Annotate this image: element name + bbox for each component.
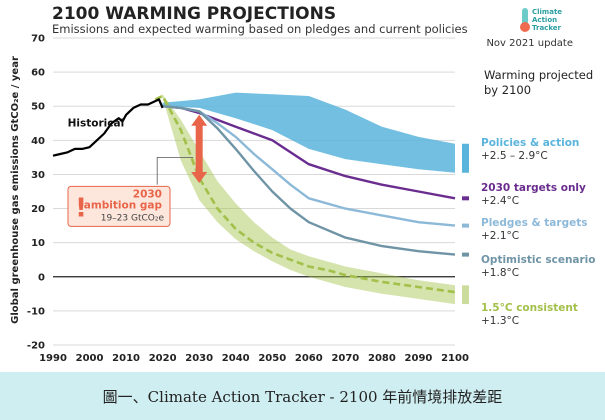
figure-caption: 圖一、Climate Action Tracker - 2100 年前情境排放差… bbox=[102, 387, 503, 406]
legend-range-3: +1.8°C bbox=[481, 267, 519, 279]
legend-name-0: Policies & action bbox=[481, 137, 579, 149]
y-tick-label: -20 bbox=[27, 341, 45, 352]
x-tick-label: 2000 bbox=[76, 353, 104, 364]
warming-header-line-1: Warming projected bbox=[484, 68, 593, 82]
x-tick-label: 2090 bbox=[405, 353, 433, 364]
warming-header-line-2: by 2100 bbox=[484, 83, 531, 97]
y-tick-label: 60 bbox=[31, 68, 45, 79]
gap-callout-line bbox=[156, 156, 194, 185]
series-line-4 bbox=[154, 94, 456, 294]
series-line-3 bbox=[162, 105, 456, 256]
y-tick-label: 20 bbox=[31, 204, 45, 215]
marker-series-2 bbox=[462, 223, 469, 228]
x-tick-label: 2070 bbox=[331, 353, 359, 364]
legend-name-4: 1.5°C consistent bbox=[481, 302, 578, 314]
legend-range-2: +2.1°C bbox=[481, 230, 519, 242]
scenario-bands bbox=[155, 92, 456, 305]
band-series-4 bbox=[155, 94, 456, 305]
logo-line-1: Climate bbox=[532, 8, 562, 16]
y-tick-label: 50 bbox=[31, 102, 45, 113]
x-tick-label: 2100 bbox=[441, 353, 469, 364]
y-tick-label: -10 bbox=[27, 306, 45, 317]
historical-line bbox=[52, 98, 164, 157]
gap-arrow-head-up bbox=[191, 114, 208, 126]
marker-series-3 bbox=[462, 252, 469, 257]
exclamation-icon: ! bbox=[75, 193, 87, 223]
legend-range-1: +2.4°C bbox=[481, 195, 519, 207]
legend-range-4: +1.3°C bbox=[481, 315, 519, 327]
x-tick-labels: 1990 2000 2010 2020 2030 2040 2050 2060 2070 2080… bbox=[39, 353, 469, 364]
logo-line-2: Action bbox=[532, 16, 557, 24]
chart-title: 2100 WARMING PROJECTIONS bbox=[52, 4, 336, 24]
marker-policies bbox=[462, 143, 469, 173]
series-line-1 bbox=[162, 105, 456, 200]
x-tick-label: 2040 bbox=[222, 353, 250, 364]
x-tick-label: 2060 bbox=[295, 353, 323, 364]
legend-name-3: Optimistic scenario bbox=[481, 254, 596, 266]
y-tick-label: 0 bbox=[38, 272, 45, 283]
x-tick-label: 2020 bbox=[149, 353, 177, 364]
y-axis-label: Global greenhouse gas emissions GtCO₂e /… bbox=[10, 56, 21, 324]
x-tick-label: 2010 bbox=[112, 353, 140, 364]
y-tick-label: 10 bbox=[31, 238, 45, 249]
warming-projections-chart: 2100 WARMING PROJECTIONS Emissions and e… bbox=[10, 4, 596, 364]
marker-series-1 bbox=[462, 196, 469, 201]
gap-range: 19–23 GtCO₂e bbox=[101, 213, 165, 223]
gap-title: ambition gap bbox=[84, 199, 163, 211]
logo-line-3: Tracker bbox=[532, 24, 562, 32]
y-tick-label: 30 bbox=[31, 170, 45, 181]
historical-label: Historical bbox=[68, 118, 125, 130]
caption-bar: 圖一、Climate Action Tracker - 2100 年前情境排放差… bbox=[0, 372, 605, 420]
y-tick-label: 40 bbox=[31, 136, 45, 147]
logo: Climate Action Tracker bbox=[520, 8, 562, 32]
scenario-lines bbox=[154, 94, 456, 294]
x-tick-label: 2030 bbox=[185, 353, 213, 364]
marker-1-5 bbox=[462, 285, 469, 305]
x-tick-label: 2050 bbox=[258, 353, 286, 364]
x-tick-label: 2080 bbox=[368, 353, 396, 364]
gap-arrow-head-down bbox=[191, 171, 208, 183]
gap-callout-box bbox=[67, 185, 171, 227]
legend-name-2: Pledges & targets bbox=[481, 217, 587, 229]
thermometer-icon bbox=[520, 8, 530, 32]
x-tick-label: 1990 bbox=[39, 353, 67, 364]
band-series-0 bbox=[162, 92, 455, 173]
y-tick-label: 70 bbox=[31, 34, 45, 45]
legend-range-0: +2.5 – 2.9°C bbox=[481, 150, 548, 162]
historical-series: Historical bbox=[52, 98, 164, 157]
chart-subtitle: Emissions and expected warming based on … bbox=[52, 22, 468, 36]
legend-name-1: 2030 targets only bbox=[481, 182, 586, 194]
gap-year: 2030 bbox=[133, 188, 162, 200]
update-note: Nov 2021 update bbox=[486, 38, 573, 49]
y-tick-labels: -20 -10 0 10 20 30 40 50 60 70 bbox=[27, 34, 45, 352]
